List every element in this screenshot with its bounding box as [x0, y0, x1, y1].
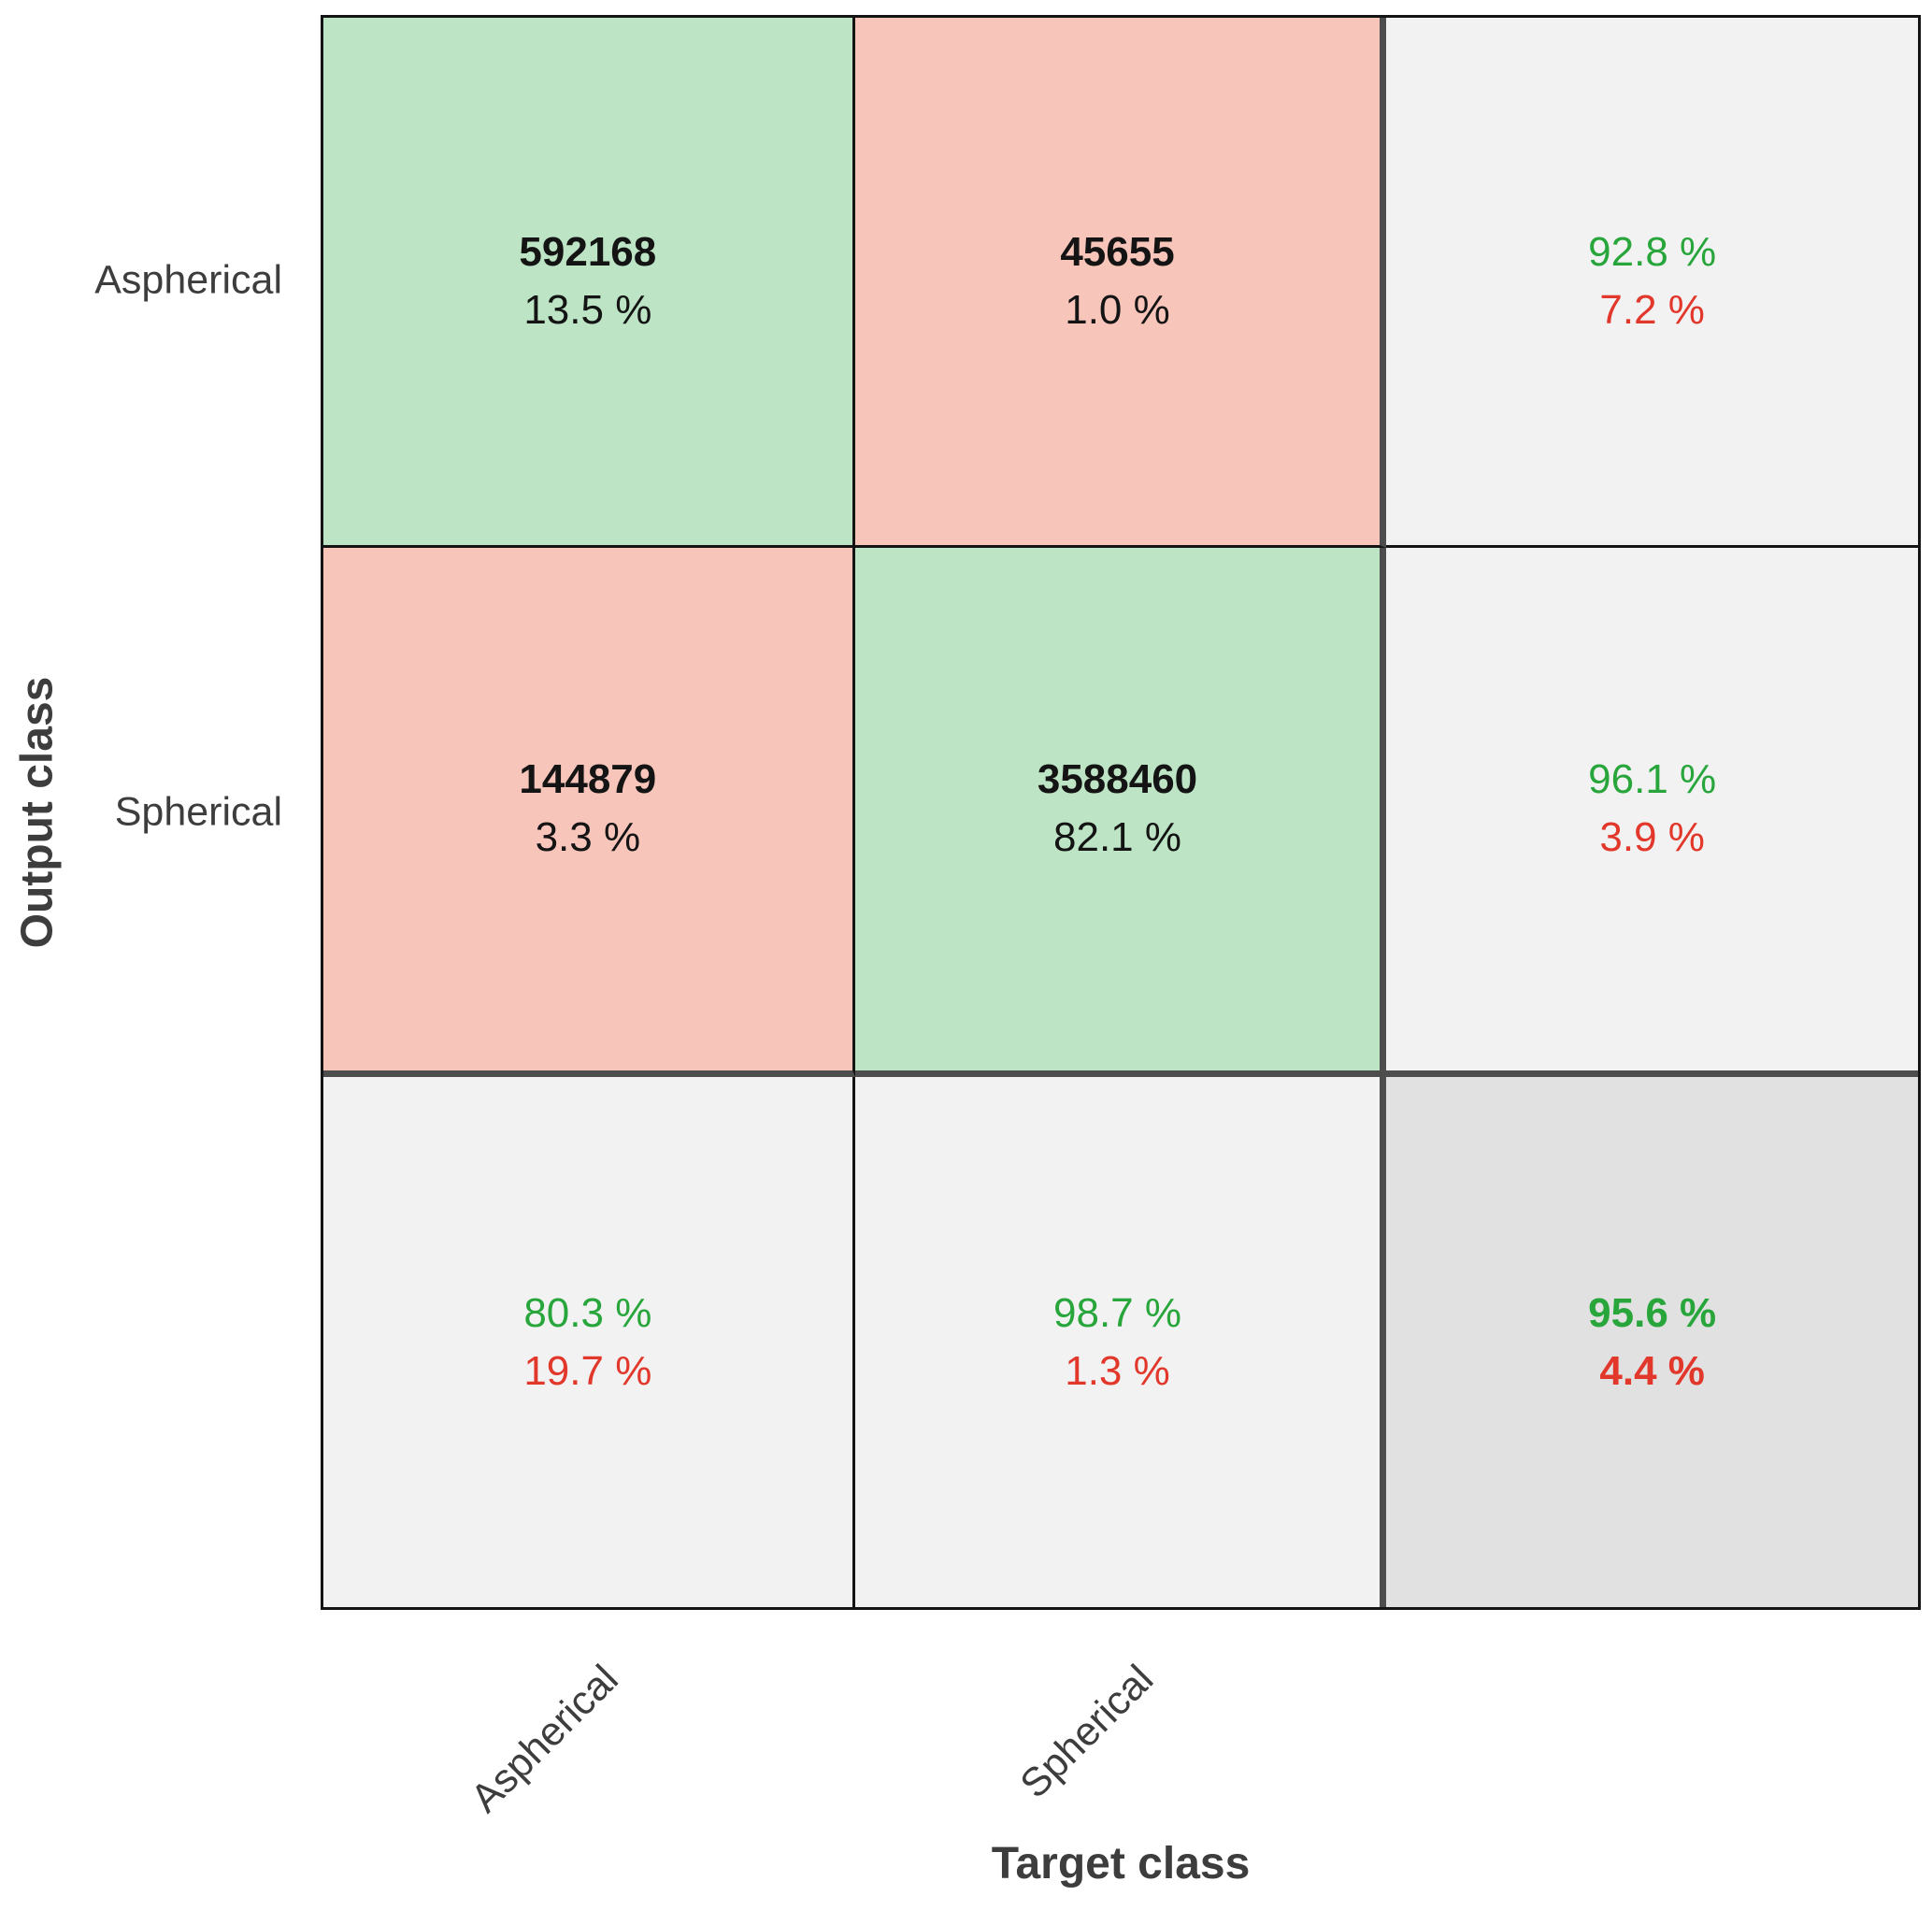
cell-overall-accuracy: 95.6 % 4.4 %: [1386, 1077, 1918, 1607]
cell-incorrect-percent: 3.9 %: [1599, 814, 1705, 861]
cell-percent: 82.1 %: [1053, 814, 1181, 861]
cell-count: 3588460: [1037, 756, 1198, 803]
cell-row-summary-spherical: 96.1 % 3.9 %: [1386, 547, 1918, 1078]
cell-count: 592168: [519, 228, 657, 275]
cell-percent: 13.5 %: [523, 286, 652, 333]
cell-output-spherical-target-spherical: 3588460 82.1 %: [854, 547, 1387, 1078]
cell-incorrect-percent: 19.7 %: [523, 1347, 652, 1394]
row-label-spherical: Spherical: [114, 789, 282, 835]
x-axis-title: Target class: [991, 1839, 1251, 1888]
cell-correct-percent: 92.8 %: [1588, 228, 1717, 275]
cell-percent: 3.3 %: [535, 814, 641, 861]
confusion-matrix-grid: 592168 13.5 % 45655 1.0 % 92.8 % 7.2 % 1…: [321, 15, 1921, 1610]
row-label-aspherical: Aspherical: [94, 257, 282, 303]
cell-correct-percent: 96.1 %: [1588, 756, 1717, 803]
cell-incorrect-percent: 7.2 %: [1599, 286, 1705, 333]
cell-row-summary-aspherical: 92.8 % 7.2 %: [1386, 18, 1918, 548]
col-label-aspherical: Aspherical: [463, 1657, 627, 1821]
cell-count: 45655: [1060, 228, 1175, 275]
cell-col-summary-aspherical: 80.3 % 19.7 %: [323, 1077, 855, 1607]
cell-correct-percent: 95.6 %: [1588, 1289, 1717, 1336]
cell-incorrect-percent: 1.3 %: [1065, 1347, 1170, 1394]
cell-count: 144879: [519, 756, 657, 803]
cell-incorrect-percent: 4.4 %: [1599, 1347, 1705, 1394]
cell-correct-percent: 80.3 %: [523, 1289, 652, 1336]
col-label-spherical: Spherical: [1011, 1657, 1162, 1807]
cell-output-aspherical-target-spherical: 45655 1.0 %: [854, 18, 1387, 548]
cell-output-aspherical-target-aspherical: 592168 13.5 %: [323, 18, 855, 548]
cell-col-summary-spherical: 98.7 % 1.3 %: [854, 1077, 1387, 1607]
cell-output-spherical-target-aspherical: 144879 3.3 %: [323, 547, 855, 1078]
cell-percent: 1.0 %: [1065, 286, 1170, 333]
cell-correct-percent: 98.7 %: [1053, 1289, 1181, 1336]
